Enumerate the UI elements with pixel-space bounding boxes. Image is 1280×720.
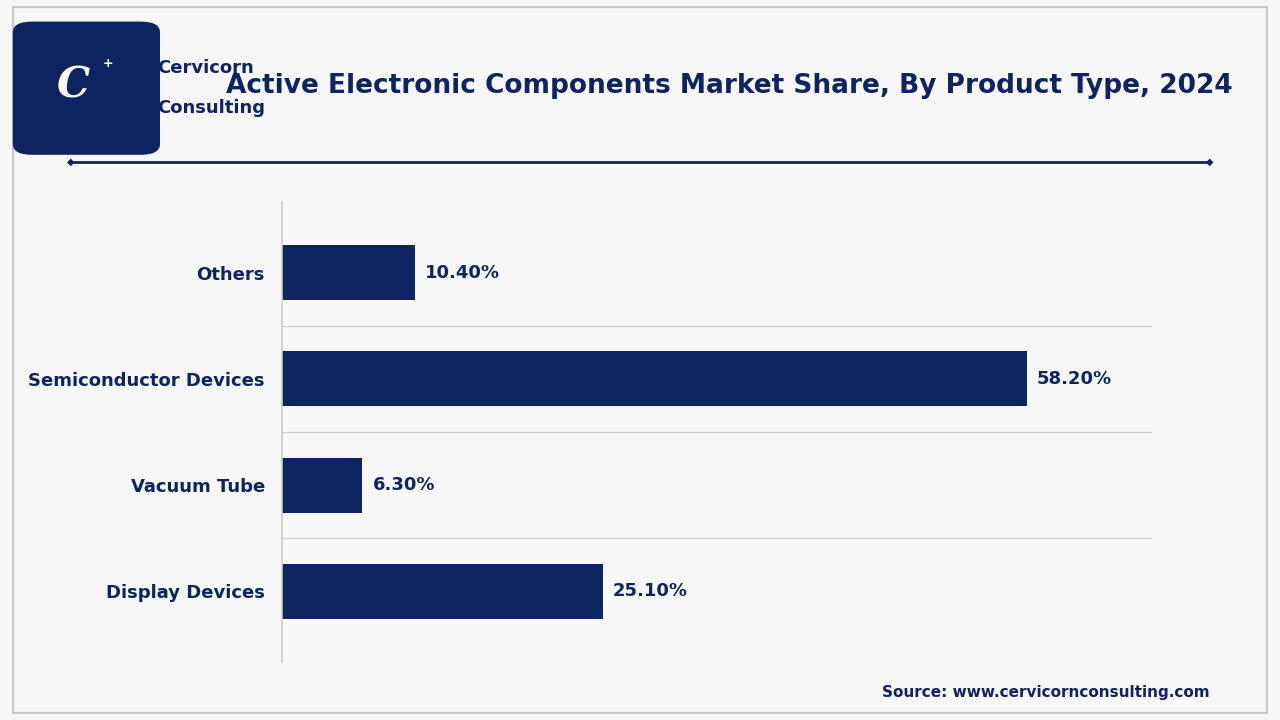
Text: 58.20%: 58.20%	[1037, 370, 1112, 388]
Text: Cervicorn: Cervicorn	[157, 59, 255, 77]
Text: 10.40%: 10.40%	[425, 264, 500, 282]
Text: C: C	[56, 65, 90, 107]
Text: Consulting: Consulting	[157, 99, 265, 117]
Text: +: +	[102, 57, 114, 70]
Bar	[282, 564, 603, 619]
Text: ◆: ◆	[67, 157, 74, 167]
Text: Source: www.cervicornconsulting.com: Source: www.cervicornconsulting.com	[882, 685, 1210, 700]
Text: ◆: ◆	[1206, 157, 1213, 167]
Text: 25.10%: 25.10%	[613, 582, 689, 600]
Text: Active Electronic Components Market Share, By Product Type, 2024: Active Electronic Components Market Shar…	[227, 73, 1233, 99]
Bar	[282, 245, 415, 300]
Text: 6.30%: 6.30%	[372, 476, 435, 494]
Bar	[282, 351, 1027, 407]
Bar	[282, 457, 362, 513]
